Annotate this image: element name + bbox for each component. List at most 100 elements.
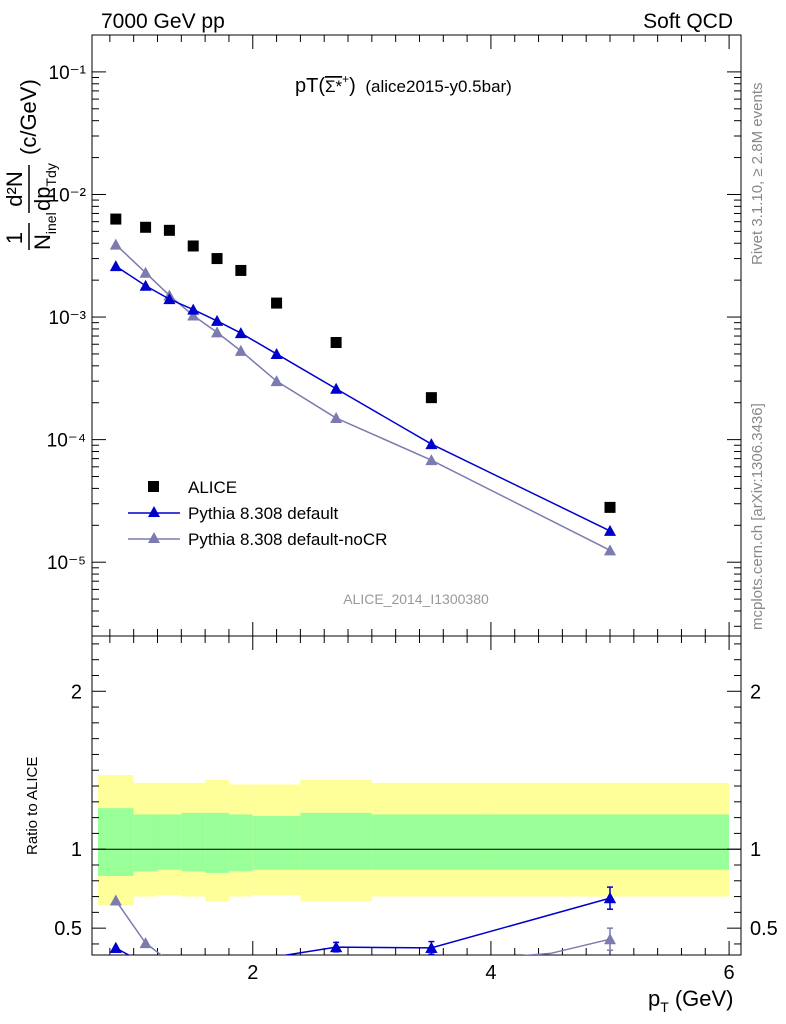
- legend-label-nocr: Pythia 8.308 default-noCR: [188, 530, 387, 549]
- series-point-default: [604, 524, 617, 536]
- ylabel-unit: (c/GeV): [16, 79, 41, 155]
- series-point-nocr: [604, 544, 617, 556]
- xlabel-unit: (GeV): [675, 986, 734, 1011]
- series-point-nocr: [187, 309, 200, 321]
- series-point-nocr: [109, 238, 122, 250]
- ratio-band-inner: [490, 814, 730, 870]
- y-tick-label: 10⁻⁴: [47, 431, 86, 452]
- ylabel-dp-sub: Tdy: [43, 163, 59, 186]
- legend-label-alice: ALICE: [188, 478, 237, 497]
- series-point-default: [234, 327, 247, 339]
- ratio-point-default: [604, 892, 617, 904]
- mcplots-label: mcplots.cern.ch [arXiv:1306.3436]: [749, 403, 766, 630]
- plot-title-particle: Σ*: [325, 77, 343, 96]
- data-point-alice: [425, 392, 437, 404]
- ratio-band-inner: [97, 808, 134, 877]
- ylabel-frac-den: Ninel: [30, 212, 59, 250]
- ratio-point-nocr: [109, 894, 122, 906]
- header-energy-label: 7000 GeV pp: [101, 10, 225, 33]
- ratio-band-inner: [157, 814, 182, 870]
- series-line-default: [115, 265, 611, 532]
- legend-label-default: Pythia 8.308 default: [188, 504, 339, 523]
- data-point-alice: [235, 264, 247, 276]
- main-axis-ticks: [92, 34, 741, 636]
- ratio-point-default: [330, 941, 343, 953]
- series-line-nocr: [115, 244, 611, 551]
- main-data-layer: [109, 213, 617, 556]
- series-point-nocr: [425, 454, 438, 466]
- plot-title-main: pT(: [295, 75, 325, 97]
- ratio-panel-frame: [91, 635, 742, 956]
- series-point-nocr: [139, 266, 152, 278]
- plot-title-tag: (alice2015-y0.5bar): [365, 77, 511, 96]
- ratio-band-inner: [371, 814, 491, 870]
- legend-marker-alice: [148, 481, 159, 492]
- series-point-nocr: [330, 412, 343, 424]
- ylabel-den-n: N: [30, 234, 55, 250]
- data-point-alice: [110, 213, 122, 225]
- ylabel-d2n: d²N: [2, 171, 27, 206]
- plot-title: pT(Σ*+) (alice2015-y0.5bar): [295, 72, 512, 97]
- series-point-default: [187, 303, 200, 315]
- series-point-default: [270, 347, 283, 359]
- ratio-y-tick-label: 2: [71, 681, 82, 703]
- ratio-y-tick-label-right: 0.5: [750, 918, 778, 940]
- x-tick-label: 4: [485, 962, 496, 984]
- plot-title-sup: +: [342, 72, 349, 86]
- data-point-alice: [140, 221, 152, 233]
- ratio-band-inner: [181, 812, 206, 872]
- ratio-data-layer: [109, 886, 617, 955]
- ratio-uncertainty-bands: [92, 774, 741, 906]
- series-point-default: [425, 438, 438, 450]
- legend-marker-default: [148, 506, 160, 517]
- ratio-y-axis-label: Ratio to ALICE: [24, 757, 41, 855]
- data-point-alice: [271, 297, 283, 309]
- series-point-default: [330, 382, 343, 394]
- ratio-point-nocr: [604, 933, 617, 945]
- ratio-line-default: [115, 897, 611, 955]
- ratio-band-inner: [133, 814, 158, 872]
- y-tick-label: 10⁻¹: [49, 63, 87, 84]
- ratio-band-inner: [252, 816, 301, 870]
- ratio-band-inner: [300, 812, 372, 870]
- y-tick-label: 10⁻⁵: [47, 553, 86, 574]
- data-point-alice: [604, 501, 616, 513]
- ratio-band-inner: [228, 814, 253, 872]
- ratio-y-tick-label: 0.5: [54, 918, 82, 940]
- data-point-alice: [163, 224, 175, 236]
- header-category-label: Soft QCD: [643, 10, 733, 33]
- plot-title-close: ): [349, 75, 356, 97]
- ylabel-frac-num: 1: [2, 232, 27, 244]
- x-tick-label: 6: [724, 962, 735, 984]
- data-point-alice: [211, 253, 223, 265]
- series-point-default: [109, 260, 122, 272]
- x-axis-label: pT (GeV): [648, 986, 734, 1015]
- data-point-alice: [330, 336, 342, 348]
- ratio-y-tick-label: 1: [71, 839, 82, 861]
- ratio-line-nocr: [115, 900, 611, 955]
- rivet-version-label: Rivet 3.1.10, ≥ 2.8M events: [749, 83, 766, 266]
- ratio-point-nocr: [139, 937, 152, 949]
- series-point-nocr: [211, 326, 224, 338]
- ylabel-dp: dpTdy: [30, 163, 59, 211]
- xlabel-sub: T: [660, 999, 669, 1015]
- series-point-default: [139, 279, 152, 291]
- ratio-y-tick-label-right: 1: [750, 839, 761, 861]
- y-tick-label: 10⁻²: [49, 185, 87, 206]
- series-point-default: [163, 293, 176, 305]
- x-tick-label: 2: [247, 962, 258, 984]
- ylabel-den-sub: inel: [43, 212, 59, 234]
- ratio-y-tick-label-right: 2: [750, 681, 761, 703]
- x-tick-labels: 2 4 6: [247, 962, 734, 984]
- series-point-nocr: [270, 375, 283, 387]
- legend-marker-nocr: [148, 532, 160, 543]
- legend: ALICE Pythia 8.308 default Pythia 8.308 …: [128, 478, 387, 549]
- data-point-alice: [187, 240, 199, 252]
- analysis-id: ALICE_2014_I1300380: [343, 591, 489, 607]
- main-y-axis-label: 1 Ninel d²N dpTdy (c/GeV): [2, 79, 59, 250]
- ratio-point-default: [109, 941, 122, 953]
- y-tick-label: 10⁻³: [49, 308, 87, 329]
- ylabel-dp-main: dp: [30, 187, 55, 211]
- ratio-axis-ticks: [92, 636, 741, 955]
